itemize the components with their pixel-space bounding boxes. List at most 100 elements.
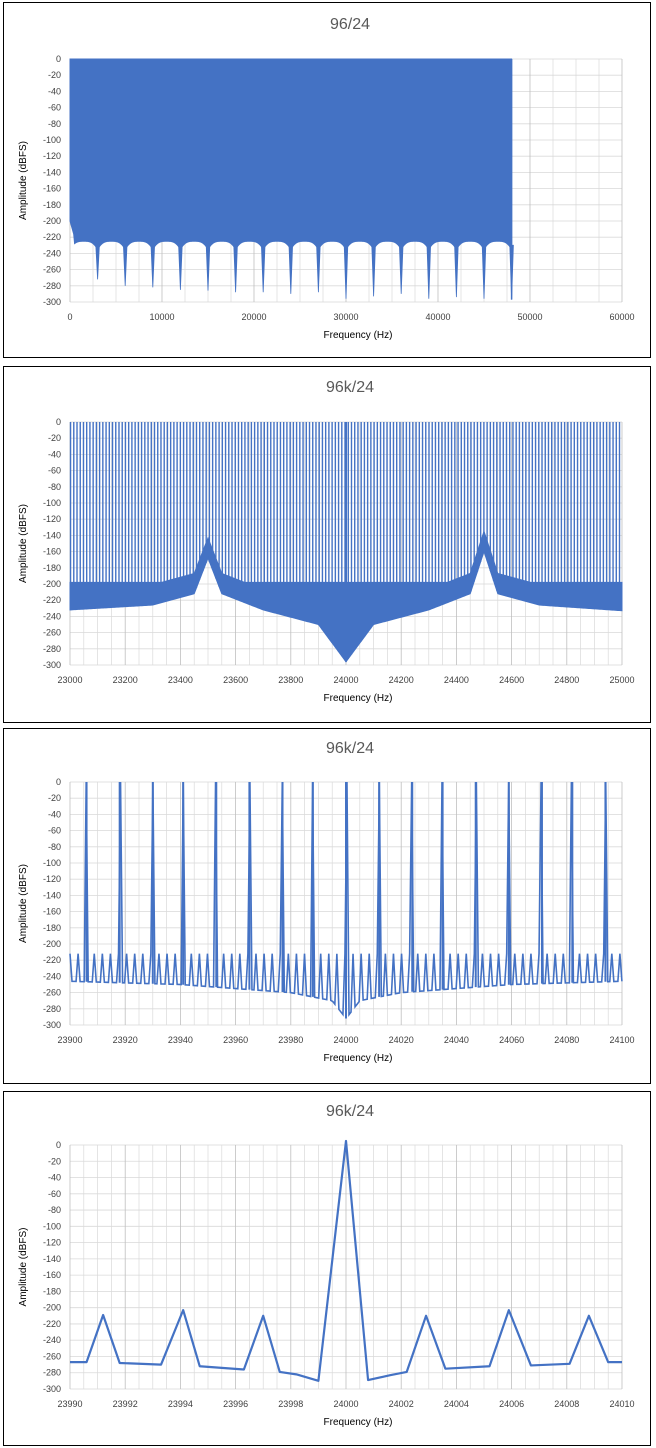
y-tick-label: -180 — [43, 200, 61, 210]
chart-title: 96k/24 — [326, 379, 374, 396]
x-tick-label: 10000 — [149, 312, 174, 322]
spectrum-notch — [454, 244, 459, 298]
x-tick-label: 24010 — [609, 1399, 634, 1409]
y-tick-label: -300 — [43, 1020, 61, 1030]
x-tick-label: 23980 — [278, 1035, 303, 1045]
y-tick-label: -140 — [43, 1254, 61, 1264]
x-tick-label: 24000 — [333, 675, 358, 685]
y-tick-label: -120 — [43, 874, 61, 884]
y-tick-label: -160 — [43, 547, 61, 557]
x-tick-label: 50000 — [517, 312, 542, 322]
x-tick-label: 23990 — [57, 1399, 82, 1409]
x-tick-label: 23800 — [278, 675, 303, 685]
y-tick-label: -220 — [43, 955, 61, 965]
y-tick-label: -20 — [48, 793, 61, 803]
chart-1: 96/24 0 -20 -40 -60 -80 -100 -120 -140 -160 -180 -2… — [18, 16, 635, 341]
y-tick-label: -60 — [48, 103, 61, 113]
x-axis-label: Frequency (Hz) — [324, 330, 393, 341]
x-tick-label: 23920 — [113, 1035, 138, 1045]
y-axis-label: Amplitude (dBFS) — [18, 504, 29, 583]
x-tick-label: 24080 — [554, 1035, 579, 1045]
y-tick-label: -300 — [43, 660, 61, 670]
y-tick-label: 0 — [56, 54, 61, 64]
y-tick-label: -120 — [43, 151, 61, 161]
y-tick-label: -220 — [43, 595, 61, 605]
y-tick-label: -280 — [43, 1368, 61, 1378]
x-tick-label: 24008 — [554, 1399, 579, 1409]
y-tick-label: -60 — [48, 1189, 61, 1199]
spectrum-notch — [371, 244, 376, 297]
y-tick-label: -280 — [43, 1004, 61, 1014]
y-axis-label: Amplitude (dBFS) — [18, 864, 29, 943]
chart-title: 96k/24 — [326, 740, 374, 757]
y-tick-label: -100 — [43, 1221, 61, 1231]
x-tick-label: 23900 — [57, 1035, 82, 1045]
y-axis-label: Amplitude (dBFS) — [18, 1228, 29, 1307]
x-axis-label: Frequency (Hz) — [324, 693, 393, 704]
y-tick-label: -120 — [43, 1238, 61, 1248]
spectrum-notch — [205, 244, 211, 291]
spectrum-notch — [426, 244, 432, 299]
x-tick-label: 23600 — [223, 675, 248, 685]
x-tick-label: 24004 — [444, 1399, 469, 1409]
chart-panel-4: 96k/24 0 -20 -40 -60 -80 -100 -120 -140 -160 -180 -… — [3, 1091, 651, 1446]
y-tick-label: -180 — [43, 923, 61, 933]
chart-panel-3: 96k/24 0 -20 -40 -60 -80 -100 -120 -140 -160 -180 -… — [3, 728, 651, 1084]
x-tick-label: 23994 — [168, 1399, 193, 1409]
y-tick-label: -20 — [48, 433, 61, 443]
x-tick-label: 20000 — [241, 312, 266, 322]
x-tick-label: 23996 — [223, 1399, 248, 1409]
y-tick-label: -300 — [43, 297, 61, 307]
x-axis-label: Frequency (Hz) — [324, 1053, 393, 1064]
y-tick-label: -40 — [48, 809, 61, 819]
y-tick-label: -40 — [48, 449, 61, 459]
y-tick-label: -220 — [43, 1319, 61, 1329]
spectrum-notch — [95, 244, 100, 280]
x-tick-label: 0 — [67, 312, 72, 322]
x-tick-label: 24060 — [499, 1035, 524, 1045]
x-tick-label: 24200 — [389, 675, 414, 685]
spectrum-notch — [122, 244, 128, 286]
y-tick-label: -20 — [48, 70, 61, 80]
spectrum-notch — [178, 244, 183, 290]
chart-2: 96k/24 0 -20 -40 -60 -80 -100 -120 -140 -160 -180 -… — [18, 379, 635, 704]
chart-3: 96k/24 0 -20 -40 -60 -80 -100 -120 -140 -160 -180 -… — [18, 740, 635, 1064]
y-axis-label: Amplitude (dBFS) — [18, 141, 29, 220]
x-tick-label: 24002 — [389, 1399, 414, 1409]
chart-panel-2: 96k/24 0 -20 -40 -60 -80 -100 -120 -140 -160 -180 -… — [3, 366, 651, 723]
chart-4: 96k/24 0 -20 -40 -60 -80 -100 -120 -140 -160 -180 -… — [18, 1103, 635, 1428]
y-tick-label: -100 — [43, 135, 61, 145]
chart-title: 96/24 — [330, 16, 370, 33]
spectrum-notch — [316, 244, 321, 293]
y-tick-label: -40 — [48, 1173, 61, 1183]
y-tick-label: -240 — [43, 1335, 61, 1345]
y-tick-label: -140 — [43, 890, 61, 900]
x-tick-label: 24040 — [444, 1035, 469, 1045]
y-tick-label: -220 — [43, 232, 61, 242]
x-tick-label: 23940 — [168, 1035, 193, 1045]
y-tick-label: -280 — [43, 281, 61, 291]
spectrum-notch — [343, 244, 349, 299]
y-tick-label: -280 — [43, 644, 61, 654]
y-tick-label: 0 — [56, 777, 61, 787]
spectrum-notch — [150, 244, 156, 288]
y-tick-label: -60 — [48, 826, 61, 836]
x-tick-label: 23998 — [278, 1399, 303, 1409]
y-tick-label: -40 — [48, 86, 61, 96]
x-tick-label: 60000 — [609, 312, 634, 322]
x-tick-label: 23000 — [57, 675, 82, 685]
y-tick-label: -80 — [48, 842, 61, 852]
spectrum-notch — [288, 244, 294, 294]
y-tick-label: -60 — [48, 466, 61, 476]
y-tick-label: -240 — [43, 248, 61, 258]
spectrum-notch — [481, 244, 487, 299]
y-tick-label: -200 — [43, 579, 61, 589]
y-tick-label: -260 — [43, 988, 61, 998]
x-tick-label: 23200 — [113, 675, 138, 685]
y-tick-label: -180 — [43, 563, 61, 573]
y-tick-label: -180 — [43, 1286, 61, 1296]
x-tick-label: 24006 — [499, 1399, 524, 1409]
y-tick-label: -100 — [43, 858, 61, 868]
y-tick-label: -80 — [48, 119, 61, 129]
y-tick-label: -100 — [43, 498, 61, 508]
